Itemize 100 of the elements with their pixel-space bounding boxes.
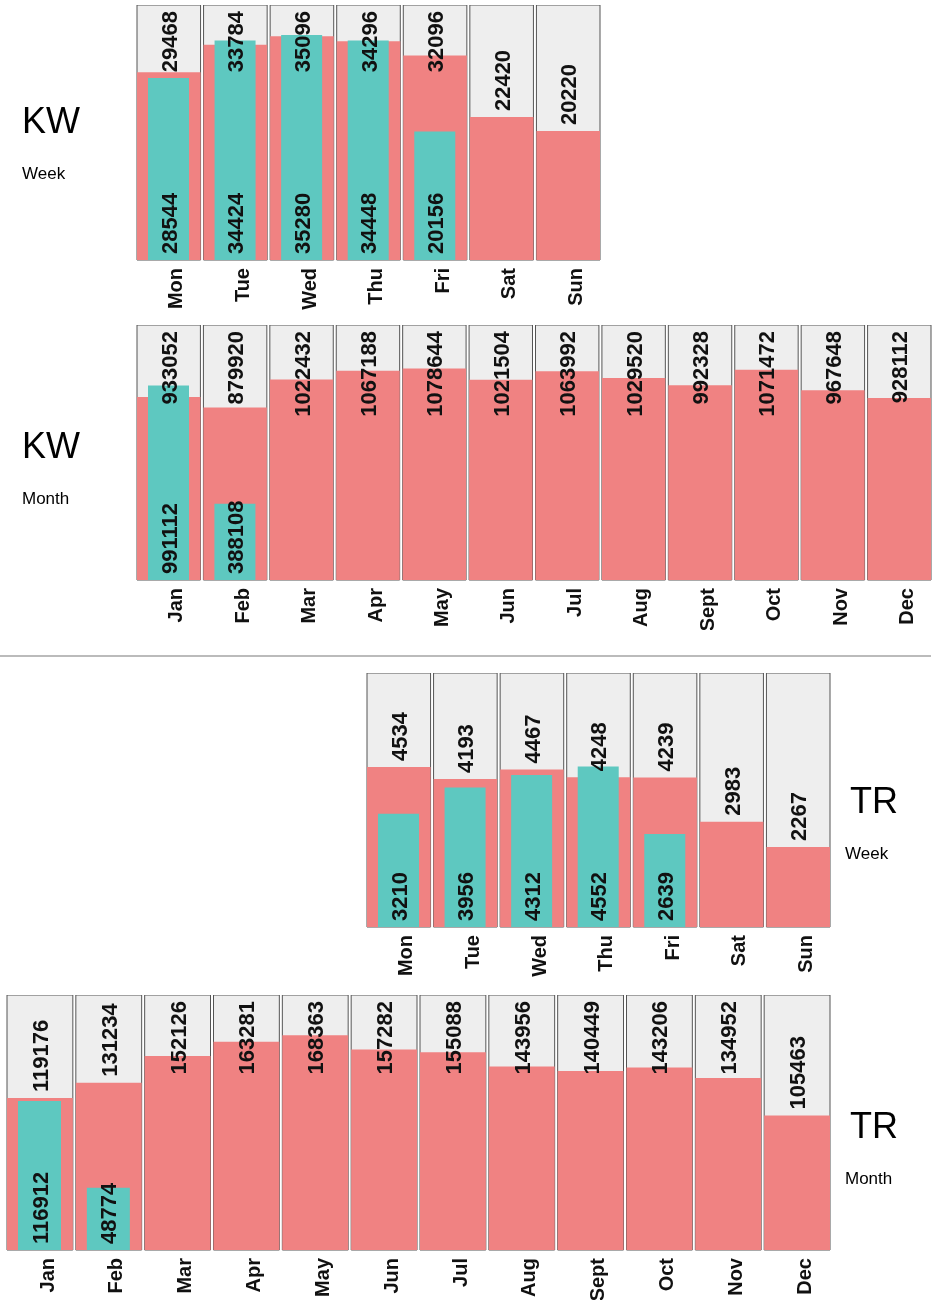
data-label: 134952 <box>716 1001 742 1075</box>
x-tick-label: May <box>310 1257 333 1297</box>
x-tick-label: Dec <box>792 1258 815 1295</box>
bar <box>378 813 419 927</box>
data-label: 2639 <box>652 872 678 921</box>
data-label: 1078644 <box>422 330 448 417</box>
x-tick-label: Fri <box>660 935 683 961</box>
data-label: 143206 <box>647 1001 673 1075</box>
data-label: 143956 <box>509 1001 535 1075</box>
data-label: 388108 <box>222 500 248 574</box>
bar <box>766 847 830 927</box>
text: TR <box>850 1105 899 1147</box>
x-tick-label: Feb <box>104 1258 127 1294</box>
text: TR <box>850 780 899 822</box>
x-tick-label: Jul <box>448 1258 471 1287</box>
x-tick-label: Sat <box>727 934 750 967</box>
x-tick-label: Tue <box>231 268 254 303</box>
x-tick-label: Mar <box>173 1257 196 1294</box>
bar <box>511 774 553 927</box>
data-label: 33784 <box>223 10 249 73</box>
x-tick-label: Nov <box>828 587 851 626</box>
data-label: 4552 <box>586 872 612 921</box>
x-tick-label: Sat <box>497 267 520 300</box>
x-tick-label: Sept <box>695 587 718 632</box>
x-tick-label: Jun <box>379 1258 402 1294</box>
data-label: 48774 <box>96 1182 122 1244</box>
bar <box>18 1100 61 1250</box>
data-label: 105463 <box>785 1036 811 1110</box>
data-label: 3956 <box>453 872 479 921</box>
data-label: 967648 <box>820 331 846 405</box>
text: Week <box>845 844 890 864</box>
data-label: 155088 <box>440 1001 466 1075</box>
data-label: 29468 <box>156 11 182 73</box>
data-label: 992328 <box>688 331 714 405</box>
data-label: 131234 <box>96 1002 122 1077</box>
data-label: 168363 <box>303 1001 329 1075</box>
data-label: 20156 <box>422 192 448 254</box>
data-label: 2983 <box>719 766 745 816</box>
x-tick-label: Fri <box>430 268 453 294</box>
data-label: 4312 <box>519 872 545 921</box>
data-label: 4248 <box>586 722 612 772</box>
text: Month <box>22 489 71 509</box>
x-tick-label: Jul <box>562 588 585 617</box>
data-label: 119176 <box>27 1019 53 1093</box>
data-label: 116912 <box>27 1171 53 1244</box>
x-tick-label: Mon <box>394 935 417 977</box>
data-label: 35096 <box>289 11 315 73</box>
x-tick-label: Sept <box>586 1257 609 1302</box>
x-tick-label: Apr <box>242 1257 265 1293</box>
data-label: 140449 <box>578 1001 604 1075</box>
data-label: 152126 <box>165 1001 191 1075</box>
text: KW <box>22 100 81 142</box>
bar <box>148 78 189 260</box>
data-label: 1063992 <box>555 331 581 417</box>
x-tick-label: Thu <box>594 935 617 972</box>
x-tick-label: Aug <box>629 588 652 627</box>
data-label: 34448 <box>356 192 382 254</box>
data-label: 22420 <box>489 49 515 112</box>
data-label: 933052 <box>156 331 182 405</box>
text: Week <box>22 164 67 184</box>
x-tick-label: Wed <box>527 935 550 977</box>
data-label: 1022432 <box>289 331 315 417</box>
data-label: 28544 <box>156 192 182 254</box>
x-tick-label: Sun <box>793 935 816 973</box>
data-label: 157282 <box>372 1001 398 1075</box>
data-label: 3210 <box>386 872 412 921</box>
data-label: 163281 <box>234 1001 260 1075</box>
data-label: 1067188 <box>355 331 381 417</box>
data-label: 4534 <box>386 711 412 762</box>
x-tick-label: May <box>430 587 453 627</box>
data-label: 32096 <box>423 11 449 73</box>
bar <box>444 787 486 927</box>
x-tick-label: Jun <box>496 588 519 624</box>
data-label: 34424 <box>223 192 249 254</box>
data-label: 20220 <box>556 63 582 126</box>
data-label: 4193 <box>453 724 479 774</box>
x-tick-label: Nov <box>723 1257 746 1296</box>
data-label: 991112 <box>156 503 182 574</box>
x-tick-label: Wed <box>297 268 320 310</box>
x-tick-label: Sun <box>563 268 586 306</box>
x-tick-label: Thu <box>364 268 387 305</box>
data-label: 35280 <box>289 192 315 254</box>
text: KW <box>22 425 81 467</box>
x-tick-label: Dec <box>894 588 917 625</box>
x-tick-label: Apr <box>363 587 386 623</box>
x-tick-label: Oct <box>655 1257 678 1292</box>
data-label: 4467 <box>519 714 545 764</box>
x-tick-label: Feb <box>230 588 253 624</box>
x-tick-label: Tue <box>461 935 484 970</box>
x-tick-label: Mon <box>164 268 187 310</box>
data-label: 1071472 <box>754 331 780 417</box>
data-label: 1021504 <box>488 330 514 417</box>
x-tick-label: Jan <box>35 1258 58 1293</box>
data-label: 4239 <box>653 722 679 772</box>
data-label: 928112 <box>887 331 913 404</box>
data-label: 1029520 <box>621 331 647 417</box>
data-label: 34296 <box>356 11 382 73</box>
x-tick-label: Jan <box>164 588 187 623</box>
x-tick-label: Aug <box>517 1258 540 1297</box>
x-tick-label: Oct <box>762 587 785 622</box>
